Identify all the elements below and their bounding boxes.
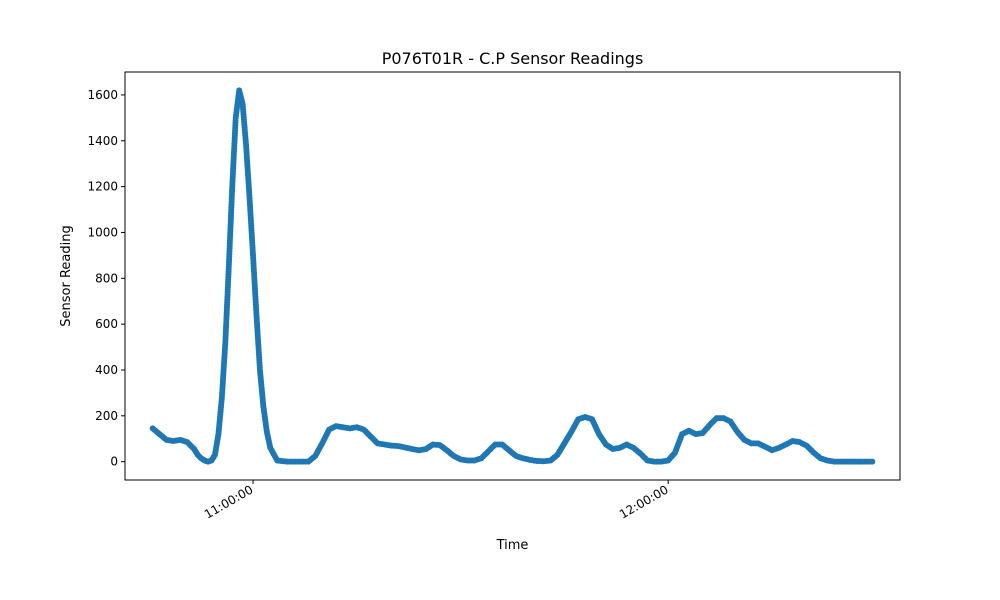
y-tick-label: 1200 bbox=[87, 180, 118, 194]
x-axis-ticks: 11:00:00 12:00:00 bbox=[202, 480, 671, 522]
data-point bbox=[869, 458, 876, 465]
y-tick-label: 800 bbox=[95, 271, 118, 285]
y-tick-label: 200 bbox=[95, 409, 118, 423]
x-tick-label: 11:00:00 bbox=[202, 482, 256, 521]
y-tick-label: 1000 bbox=[87, 225, 118, 239]
y-axis-label: Sensor Reading bbox=[59, 225, 74, 326]
data-points bbox=[149, 87, 876, 465]
chart-title: P076T01R - C.P Sensor Readings bbox=[382, 49, 644, 68]
y-tick-label: 400 bbox=[95, 363, 118, 377]
y-tick-label: 0 bbox=[110, 455, 118, 469]
y-tick-label: 1600 bbox=[87, 88, 118, 102]
x-axis-label: Time bbox=[496, 538, 529, 553]
y-tick-label: 1400 bbox=[87, 134, 118, 148]
plot-frame bbox=[124, 71, 901, 481]
x-tick-label: 12:00:00 bbox=[617, 482, 671, 521]
y-axis-ticks: 0 200 400 600 800 1000 1200 1400 1600 bbox=[87, 88, 125, 469]
y-tick-label: 600 bbox=[95, 317, 118, 331]
